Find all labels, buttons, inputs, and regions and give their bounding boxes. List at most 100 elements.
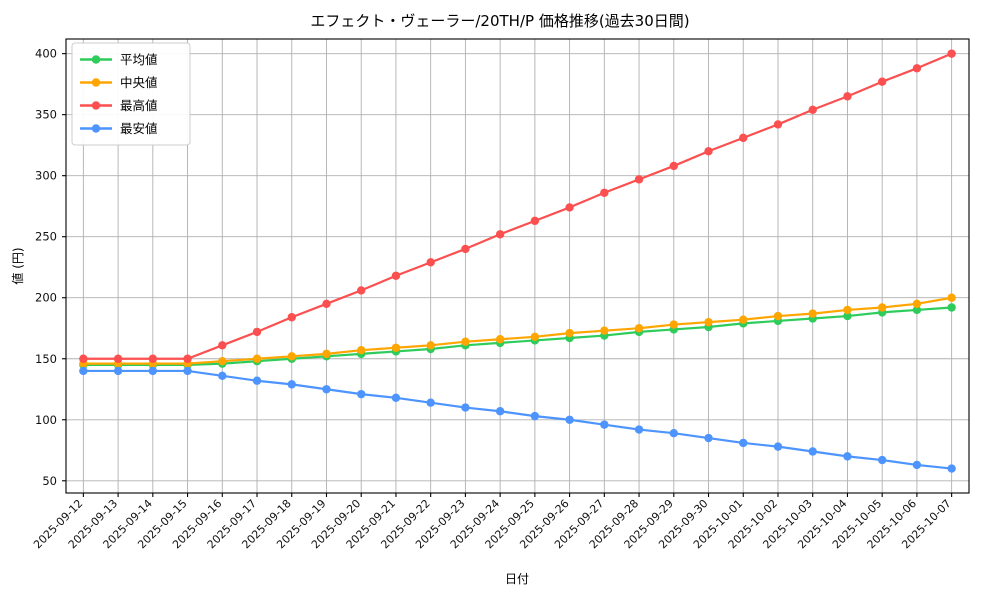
data-point-marker [252, 327, 262, 337]
data-point-marker [391, 393, 401, 403]
data-point-marker [773, 442, 783, 451]
series-3 [79, 49, 956, 363]
data-point-marker [322, 299, 331, 309]
legend-marker-icon [91, 78, 101, 87]
data-point-marker [322, 385, 331, 394]
data-point-marker [634, 324, 644, 333]
data-point-marker [565, 328, 574, 338]
data-point-marker [843, 452, 852, 461]
y-tick-label: 50 [42, 474, 57, 488]
data-point-marker [669, 161, 678, 171]
data-point-marker [843, 311, 852, 321]
data-point-marker [739, 438, 748, 448]
legend-label: 最高値 [120, 98, 158, 113]
y-tick-label: 200 [35, 291, 57, 305]
series-4 [79, 366, 956, 473]
series-2 [79, 293, 956, 368]
data-point-marker [287, 313, 296, 322]
series-line [82, 306, 953, 366]
axes-spines [65, 38, 970, 494]
legend-marker-icon [91, 55, 101, 64]
data-point-marker [669, 320, 678, 329]
data-point-marker [530, 332, 540, 341]
data-point-marker [739, 315, 748, 324]
data-point-marker [808, 309, 817, 318]
data-point-marker [565, 203, 574, 212]
data-point-marker [912, 299, 922, 309]
data-point-marker [600, 326, 609, 335]
data-point-marker [461, 403, 470, 412]
y-tick-label: 300 [35, 169, 57, 183]
y-axis-label: 値 (円) [10, 247, 25, 284]
data-point-marker [391, 271, 401, 280]
series-line [82, 52, 953, 360]
data-point-marker [808, 105, 817, 114]
data-point-marker [773, 120, 783, 129]
data-point-marker [495, 230, 505, 239]
grid-lines [66, 53, 969, 482]
data-point-marker [634, 175, 644, 184]
data-point-marker [704, 317, 713, 327]
data-point-marker [947, 464, 956, 473]
data-point-marker [426, 258, 435, 267]
legend-label: 平均値 [120, 52, 158, 67]
series-layer [79, 49, 956, 473]
data-point-marker [843, 92, 852, 101]
data-point-marker [947, 303, 956, 312]
data-point-marker [495, 335, 505, 344]
data-point-marker [739, 133, 748, 143]
data-point-marker [843, 305, 852, 315]
data-point-marker [461, 244, 470, 254]
data-point-marker [912, 64, 922, 73]
data-point-marker [704, 147, 713, 156]
data-point-marker [183, 366, 192, 376]
data-point-marker [808, 447, 817, 456]
data-point-marker [391, 343, 401, 352]
data-point-marker [357, 286, 366, 295]
data-point-marker [912, 305, 922, 315]
legend-item-2[interactable]: 中央値 [80, 75, 158, 90]
data-point-marker [79, 366, 88, 376]
data-point-marker [357, 389, 366, 399]
data-point-marker [530, 216, 540, 226]
y-tick-label: 100 [35, 413, 57, 427]
data-point-marker [287, 352, 296, 361]
data-point-marker [426, 398, 435, 407]
data-point-marker [877, 77, 887, 86]
data-point-marker [218, 341, 227, 350]
data-point-marker [600, 188, 609, 197]
data-point-marker [322, 349, 331, 359]
data-point-marker [461, 337, 470, 346]
data-point-marker [218, 371, 227, 381]
legend-background [71, 42, 191, 146]
data-point-marker [113, 366, 123, 376]
data-point-marker [947, 293, 956, 302]
y-tick-label: 250 [35, 230, 57, 244]
data-point-marker [565, 415, 574, 424]
data-point-marker [495, 407, 505, 416]
data-point-marker [287, 380, 296, 389]
legend-item-3[interactable]: 最高値 [80, 98, 158, 113]
y-tick-label: 150 [35, 352, 57, 366]
data-point-marker [669, 428, 678, 438]
data-point-marker [148, 354, 158, 363]
y-tick-label: 350 [35, 108, 57, 122]
chart-title: エフェクト・ヴェーラー/20TH/P 価格推移(過去30日間) [310, 12, 689, 30]
data-point-marker [634, 425, 644, 434]
legend-item-4[interactable]: 最安値 [80, 121, 158, 136]
data-point-marker [877, 303, 887, 312]
data-point-marker [218, 356, 227, 366]
y-tick-label: 400 [35, 47, 57, 61]
legend-marker-icon [91, 101, 101, 110]
data-point-marker [183, 354, 192, 363]
data-point-marker [600, 420, 609, 429]
legend-item-1[interactable]: 平均値 [80, 52, 158, 67]
data-point-marker [773, 311, 783, 321]
series-line [82, 369, 953, 470]
data-point-marker [252, 376, 262, 385]
data-point-marker [148, 366, 158, 376]
data-point-marker [530, 411, 540, 421]
